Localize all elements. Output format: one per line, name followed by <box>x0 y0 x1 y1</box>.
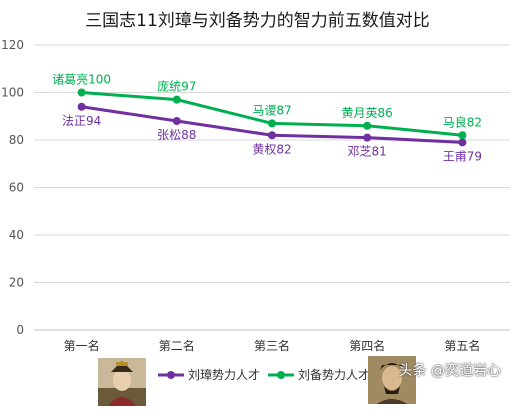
watermark: 头条 @奕道岩心 <box>398 363 501 379</box>
x-tick-label: 第三名 <box>254 338 290 353</box>
x-tick-label: 第四名 <box>349 338 385 353</box>
y-tick-label: 100 <box>1 86 24 100</box>
data-label: 王甫79 <box>443 149 482 163</box>
y-tick-label: 80 <box>9 133 24 147</box>
liu-bei-portrait <box>368 356 416 404</box>
data-point <box>77 88 86 97</box>
data-point <box>363 133 372 142</box>
legend-label: 刘璋势力人才 <box>188 367 260 382</box>
data-label: 邓芝81 <box>348 144 387 159</box>
y-tick-label: 0 <box>16 323 24 337</box>
y-tick-label: 20 <box>9 276 24 290</box>
grid-layer <box>34 44 510 331</box>
data-point <box>172 117 181 125</box>
data-label: 法正94 <box>62 114 101 128</box>
data-label: 张松88 <box>157 128 196 142</box>
data-label: 马良82 <box>443 114 482 129</box>
data-point <box>458 138 467 147</box>
data-label: 诸葛亮100 <box>52 72 111 87</box>
data-point <box>172 95 181 104</box>
y-tick-label: 120 <box>1 38 24 52</box>
data-label: 马谡87 <box>252 103 291 117</box>
data-label: 黄权82 <box>252 142 291 156</box>
axis-layer: 0 20 40 60 80 100 120 第一名 第二名 第三名 第四名 第五名 <box>1 38 480 353</box>
y-tick-label: 60 <box>9 181 24 195</box>
data-point <box>458 131 467 140</box>
data-point <box>268 119 276 128</box>
liu-zhang-portrait <box>98 358 146 406</box>
legend-swatch-marker <box>277 371 285 379</box>
series-layer <box>77 88 467 147</box>
x-tick-label: 第二名 <box>159 338 195 353</box>
data-point <box>77 102 86 111</box>
y-tick-label: 40 <box>9 228 24 242</box>
legend-label: 刘备势力人才 <box>298 368 370 382</box>
x-tick-label: 第五名 <box>444 338 480 353</box>
legend-swatch-marker <box>167 371 175 379</box>
data-label: 黄月英86 <box>342 106 393 120</box>
data-label: 庞统97 <box>157 79 196 94</box>
data-label-layer: 法正94 张松88 黄权82 邓芝81 王甫79 诸葛亮100 庞统97 马谡87 黄月英86 马… <box>52 72 482 164</box>
data-point <box>268 131 276 140</box>
x-tick-label: 第一名 <box>64 338 100 353</box>
chart-title: 三国志11刘璋与刘备势力的智力前五数值对比 <box>85 11 430 31</box>
data-point <box>363 121 372 130</box>
legend: 刘璋势力人才 刘备势力人才 <box>158 367 370 382</box>
